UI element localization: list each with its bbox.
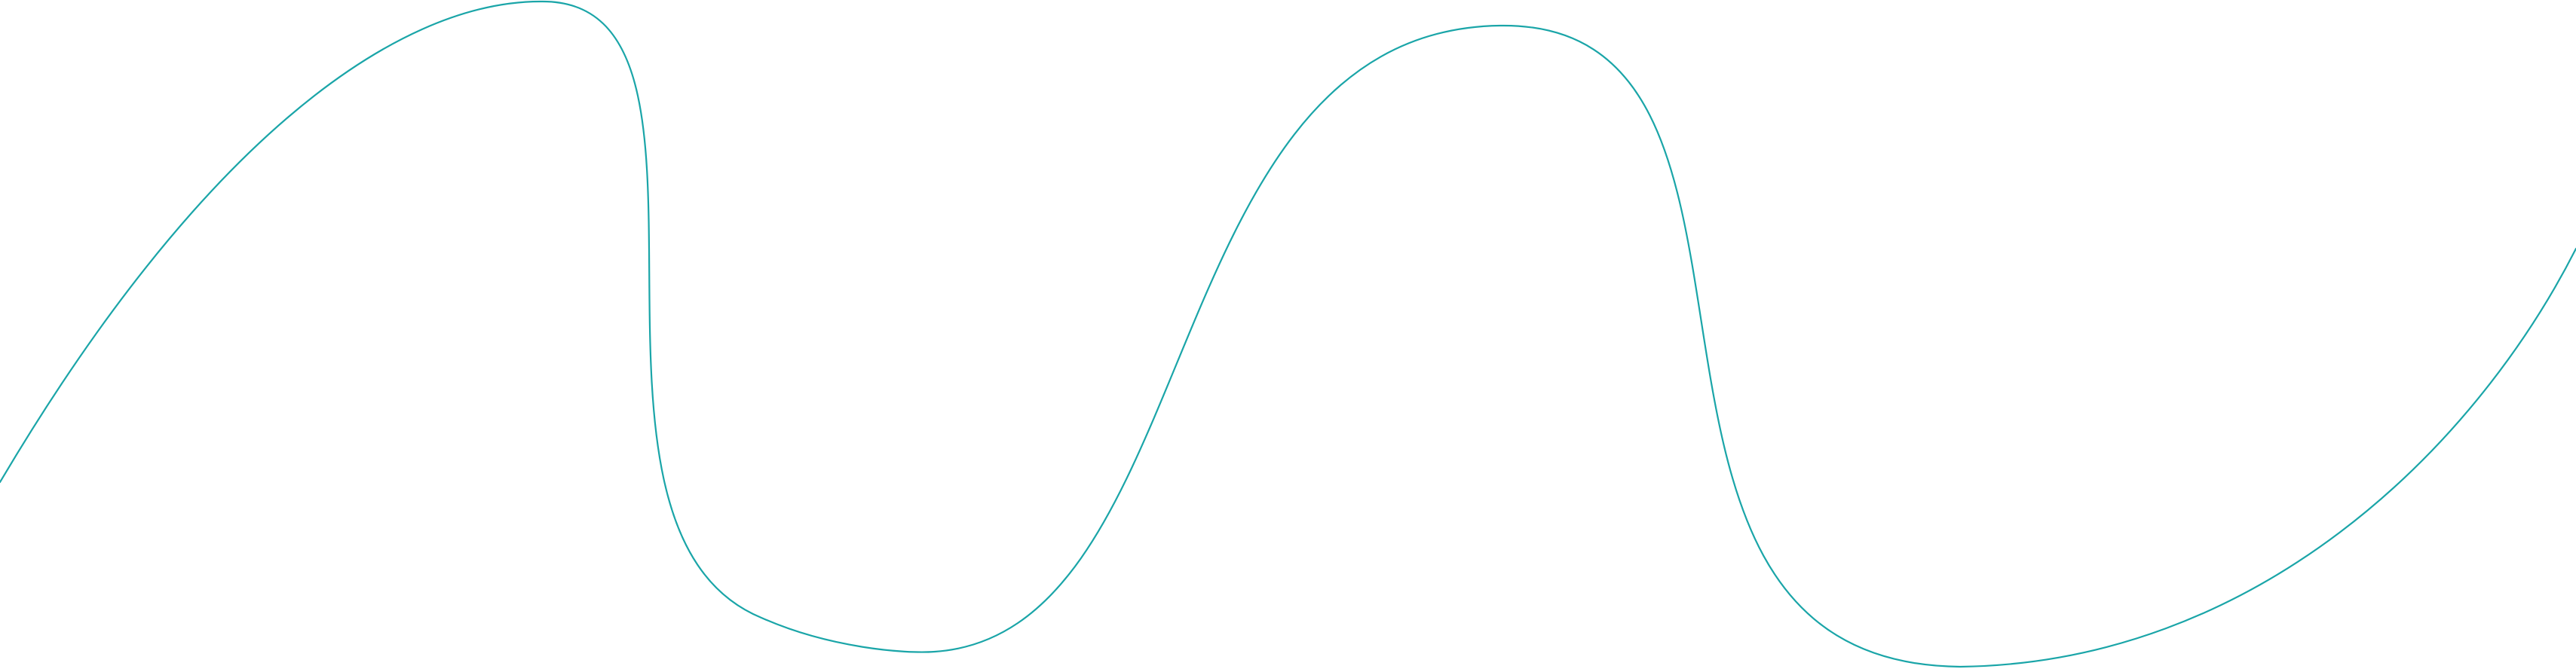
background-canvas: [0, 0, 2576, 669]
decorative-wave-line: [0, 0, 2576, 668]
decorative-wave-svg: [0, 0, 2576, 668]
